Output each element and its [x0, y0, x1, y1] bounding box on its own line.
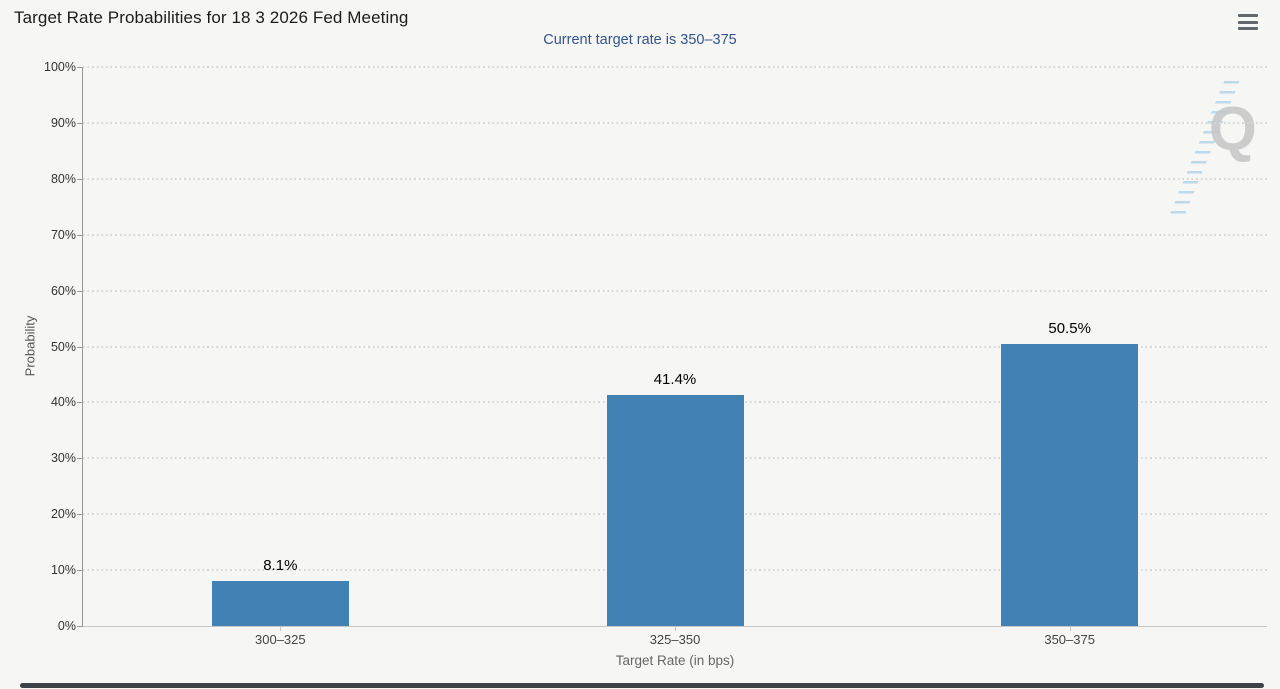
- x-tick-mark: [280, 626, 282, 631]
- x-category-label: 300–325: [255, 632, 306, 647]
- bar-value-label: 41.4%: [653, 370, 697, 388]
- watermark-dashes-decoration: [1168, 81, 1240, 217]
- y-tick-label: 70%: [50, 227, 76, 242]
- gridline-100: [83, 66, 1267, 68]
- chart-title: Target Rate Probabilities for 18 3 2026 …: [14, 8, 409, 27]
- x-tick-mark: [675, 626, 676, 631]
- x-tick-mark: [1069, 626, 1071, 631]
- gridline-60: [83, 289, 1267, 292]
- y-tick-mark: [77, 234, 83, 236]
- hamburger-bar: [1238, 14, 1258, 17]
- gridline-90: [83, 121, 1267, 124]
- horizontal-scrollbar-thumb[interactable]: [20, 683, 1264, 688]
- y-tick-mark: [77, 626, 83, 627]
- y-tick-label: 20%: [50, 507, 76, 522]
- y-tick-mark: [77, 402, 83, 404]
- x-axis-title: Target Rate (in bps): [615, 653, 735, 668]
- bar-300–325[interactable]: [211, 580, 349, 626]
- gridline-70: [83, 233, 1267, 236]
- y-tick-mark: [77, 570, 83, 572]
- bar-325–350[interactable]: [606, 394, 744, 626]
- gridline-50: [83, 345, 1267, 348]
- hamburger-bar: [1238, 20, 1258, 24]
- y-tick-mark: [77, 122, 83, 124]
- y-tick-mark: [77, 290, 83, 292]
- y-tick-label: 0%: [57, 619, 76, 633]
- y-tick-label: 50%: [50, 339, 76, 354]
- x-category-label: 350–375: [1044, 632, 1095, 647]
- watermark-q-letter: Q: [1208, 95, 1257, 164]
- y-tick-label: 40%: [50, 395, 76, 410]
- bar-350–375[interactable]: [1001, 343, 1139, 626]
- gridline-80: [83, 177, 1267, 180]
- chart-subtitle: Current target rate is 350–375: [543, 32, 737, 48]
- y-tick-mark: [77, 458, 83, 460]
- y-tick-label: 100%: [44, 60, 76, 74]
- y-tick-label: 90%: [50, 115, 76, 130]
- hamburger-bar: [1238, 27, 1258, 30]
- bar-value-label: 8.1%: [263, 556, 298, 574]
- plot-area: Q Target Rate (in bps) 0% 10% 20% 30% 40% 50%…: [44, 60, 1267, 668]
- y-tick-label: 60%: [50, 283, 76, 298]
- hamburger-menu-icon[interactable]: [1238, 14, 1258, 30]
- y-tick-mark: [77, 514, 83, 516]
- bar-value-label: 50.5%: [1048, 319, 1091, 337]
- y-tick-label: 10%: [50, 563, 76, 578]
- x-category-label: 325–350: [649, 632, 701, 647]
- y-tick-label: 80%: [50, 171, 76, 186]
- y-tick-mark: [77, 178, 83, 180]
- y-tick-mark: [77, 346, 83, 348]
- y-tick-label: 30%: [50, 451, 76, 466]
- quikstrike-watermark: Q: [1151, 81, 1261, 217]
- y-tick-mark: [77, 67, 83, 68]
